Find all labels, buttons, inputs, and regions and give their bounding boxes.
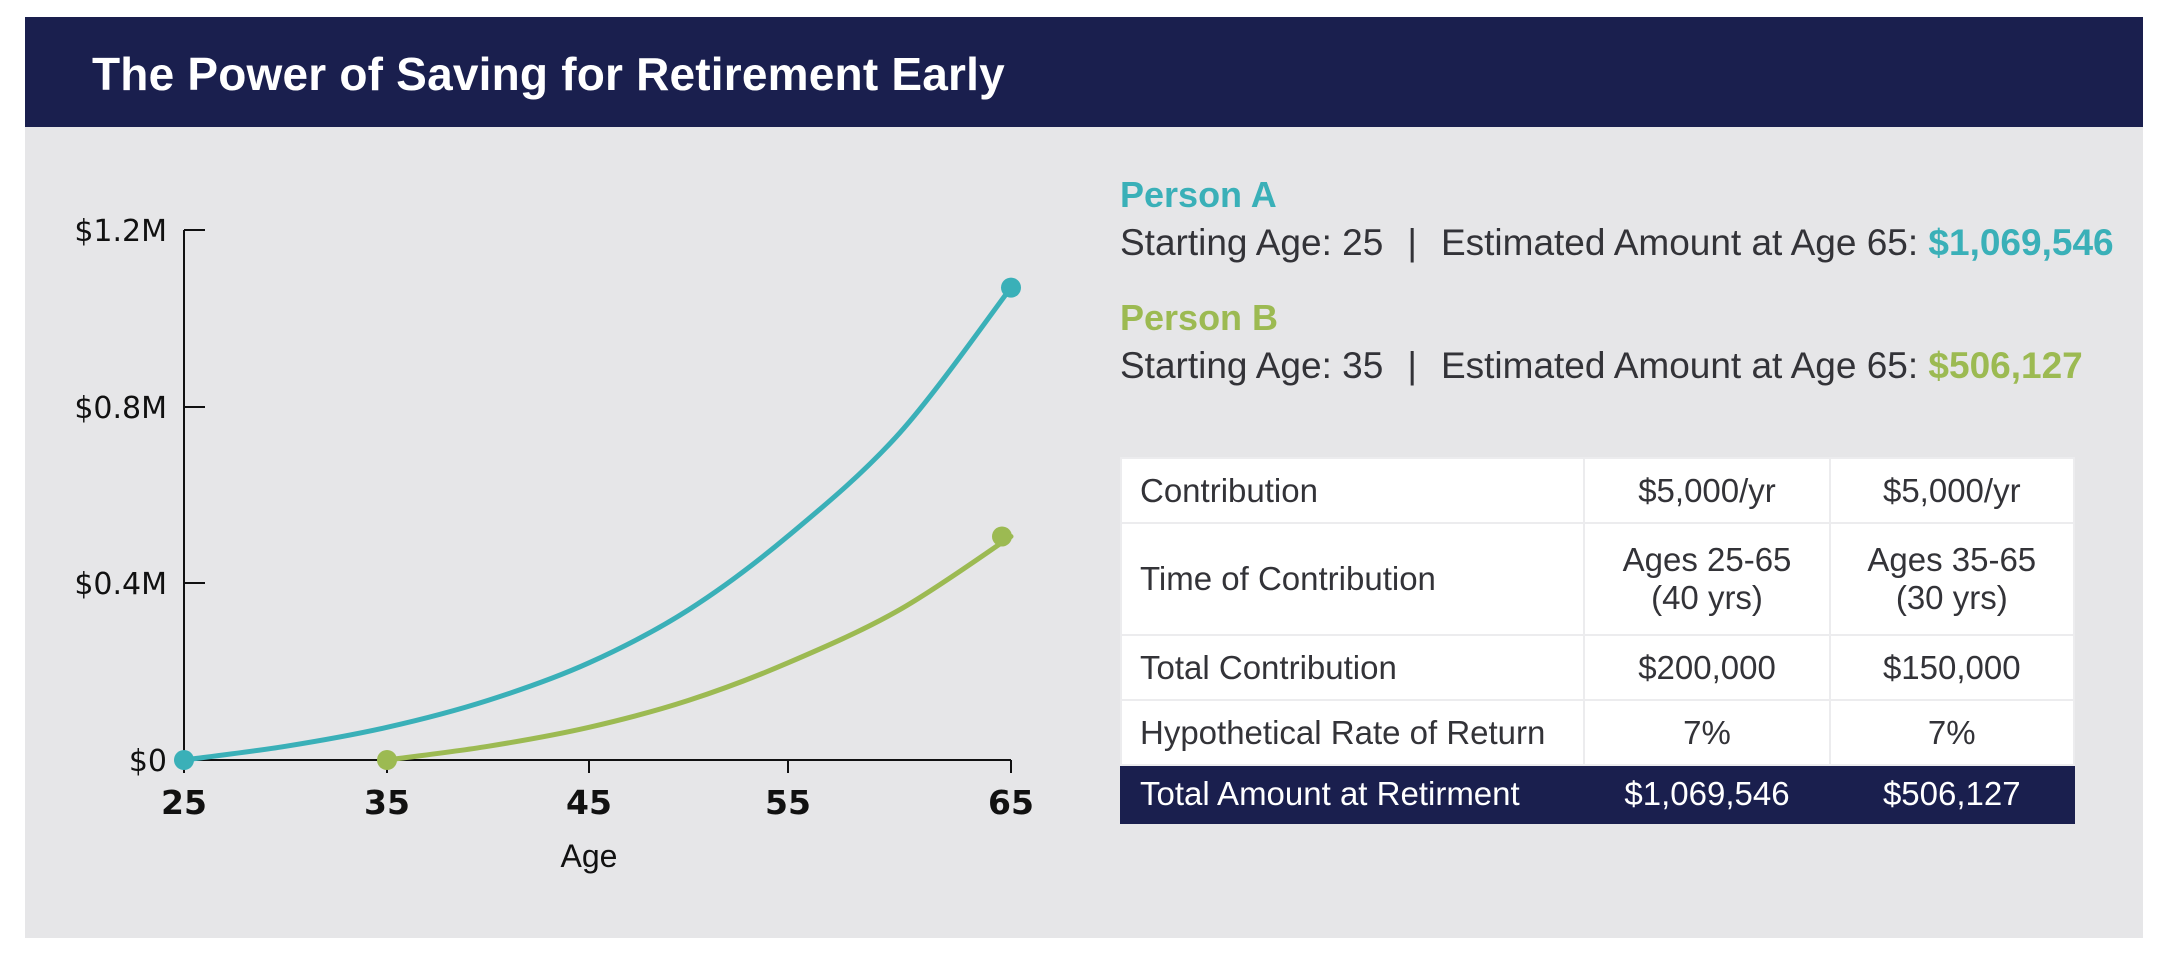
person-a-estimate-label: Estimated Amount at Age 65:	[1440, 222, 1919, 263]
person-b-value: 7%	[1828, 699, 2076, 766]
total-label: Total Amount at Retirment	[1119, 764, 1586, 824]
row-label: Time of Contribution	[1119, 522, 1586, 636]
person-a-estimate-value: $1,069,546	[1928, 222, 2114, 263]
person-a-start-marker	[174, 750, 194, 770]
table-row: Time of Contribution Ages 25-65 (40 yrs)…	[1119, 522, 2076, 636]
person-b-end-marker	[992, 526, 1012, 547]
x-tick-label: 65	[988, 783, 1034, 822]
person-a-line	[181, 285, 1014, 763]
person-a-value: Ages 25-65 (40 yrs)	[1583, 522, 1831, 636]
person-a-value: $5,000/yr	[1583, 457, 1831, 524]
growth-line-chart: $1.2M $0.8M $0.4M $0 25 35 45 55 65 Age	[74, 214, 1034, 874]
x-tick-label: 55	[765, 783, 811, 822]
header-bar: The Power of Saving for Retirement Early	[25, 17, 2143, 127]
x-axis-title: Age	[561, 838, 618, 874]
row-label: Hypothetical Rate of Return	[1119, 699, 1586, 766]
y-axis	[183, 229, 205, 761]
person-b-total: $506,127	[1828, 764, 2076, 824]
person-a-years: (40 yrs)	[1651, 579, 1763, 616]
person-b-value: $150,000	[1828, 634, 2076, 701]
table-row: Hypothetical Rate of Return 7% 7%	[1119, 699, 2076, 766]
comparison-table: Contribution $5,000/yr $5,000/yr Time of…	[1119, 457, 2076, 824]
table-row: Total Contribution $200,000 $150,000	[1119, 634, 2076, 701]
person-b-age-range: Ages 35-65	[1867, 541, 2037, 578]
person-b-name: Person B	[1120, 297, 1279, 338]
y-tick-label: $0.4M	[74, 567, 167, 602]
person-b-estimate-value: $506,127	[1928, 345, 2083, 386]
infographic-panel: The Power of Saving for Retirement Early…	[25, 17, 2143, 938]
person-b-starting-age: Starting Age: 35	[1120, 345, 1384, 386]
row-label: Contribution	[1119, 457, 1586, 524]
separator: |	[1407, 345, 1417, 386]
person-b-summary: Person B Starting Age: 35 | Estimated Amou…	[1120, 298, 2083, 388]
person-b-estimate-label: Estimated Amount at Age 65:	[1440, 345, 1919, 386]
person-a-total: $1,069,546	[1583, 764, 1831, 824]
person-a-summary: Person A Starting Age: 25 | Estimated Amou…	[1120, 175, 2114, 265]
person-a-end-marker	[1001, 277, 1021, 298]
y-tick-label: $0.8M	[74, 391, 167, 426]
x-tick-label: 35	[364, 783, 410, 822]
person-a-value: 7%	[1583, 699, 1831, 766]
person-a-name: Person A	[1120, 174, 1277, 215]
total-row: Total Amount at Retirment $1,069,546 $50…	[1119, 764, 2076, 824]
person-b-details: Starting Age: 35 | Estimated Amount at Age…	[1120, 344, 2083, 388]
table-row: Contribution $5,000/yr $5,000/yr	[1119, 457, 2076, 524]
x-tick-label: 45	[566, 783, 612, 822]
y-tick-label: $1.2M	[74, 214, 167, 249]
person-a-age-range: Ages 25-65	[1622, 541, 1792, 578]
x-tick-label: 25	[161, 783, 207, 822]
page-title: The Power of Saving for Retirement Early	[92, 48, 1005, 100]
person-a-value: $200,000	[1583, 634, 1831, 701]
separator: |	[1407, 222, 1417, 263]
person-b-line	[384, 533, 1014, 763]
person-a-details: Starting Age: 25 | Estimated Amount at Age…	[1120, 221, 2114, 265]
person-a-starting-age: Starting Age: 25	[1120, 222, 1384, 263]
y-tick-label: $0	[129, 744, 167, 779]
person-b-value: Ages 35-65 (30 yrs)	[1828, 522, 2076, 636]
x-axis	[183, 759, 1012, 773]
person-b-years: (30 yrs)	[1895, 579, 2008, 616]
row-label: Total Contribution	[1119, 634, 1586, 701]
person-b-start-marker	[377, 750, 397, 770]
person-b-value: $5,000/yr	[1828, 457, 2076, 524]
